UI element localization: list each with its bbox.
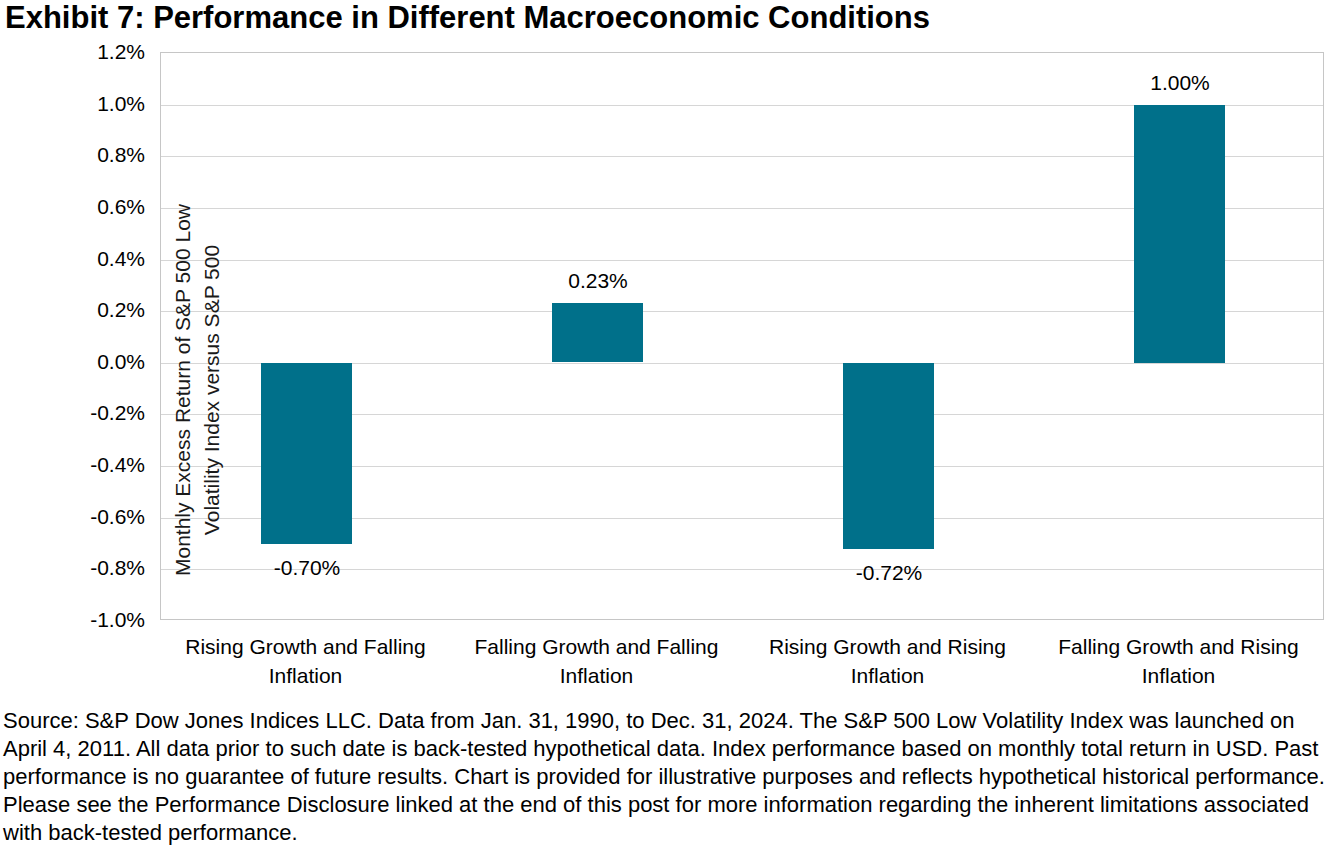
bar — [843, 363, 934, 549]
y-axis-title-line-2: Volatility Index versus S&P 500 — [197, 106, 226, 674]
bar-value-label: -0.70% — [237, 556, 377, 580]
y-tick-label: 1.2% — [0, 40, 145, 64]
source-note: Source: S&P Dow Jones Indices LLC. Data … — [3, 707, 1330, 847]
chart-title: Exhibit 7: Performance in Different Macr… — [5, 0, 930, 36]
y-tick-label: 0.4% — [0, 247, 145, 271]
x-category-label: Falling Growth and Falling Inflation — [451, 632, 742, 690]
y-tick-label: 0.0% — [0, 350, 145, 374]
y-axis-title: Monthly Excess Return of S&P 500 Low Vol… — [168, 106, 226, 674]
y-tick-label: -0.2% — [0, 401, 145, 425]
x-category-label: Rising Growth and Falling Inflation — [160, 632, 451, 690]
bar — [1134, 105, 1225, 363]
bar-value-label: -0.72% — [819, 561, 959, 585]
y-tick-label: 0.8% — [0, 143, 145, 167]
y-tick-label: -0.8% — [0, 556, 145, 580]
y-tick-label: 0.2% — [0, 298, 145, 322]
y-tick-label: -0.4% — [0, 453, 145, 477]
y-tick-label: 0.6% — [0, 195, 145, 219]
x-category-label: Falling Growth and Rising Inflation — [1033, 632, 1324, 690]
bar-value-label: 0.23% — [528, 269, 668, 293]
bar — [552, 303, 643, 362]
y-tick-label: 1.0% — [0, 92, 145, 116]
x-category-label: Rising Growth and Rising Inflation — [742, 632, 1033, 690]
y-axis-title-line-1: Monthly Excess Return of S&P 500 Low — [168, 106, 197, 674]
bar — [261, 363, 352, 544]
y-tick-label: -0.6% — [0, 505, 145, 529]
bar-value-label: 1.00% — [1110, 71, 1250, 95]
y-tick-label: -1.0% — [0, 608, 145, 632]
plot-area: -0.70%0.23%-0.72%1.00% Monthly Excess Re… — [160, 52, 1324, 620]
